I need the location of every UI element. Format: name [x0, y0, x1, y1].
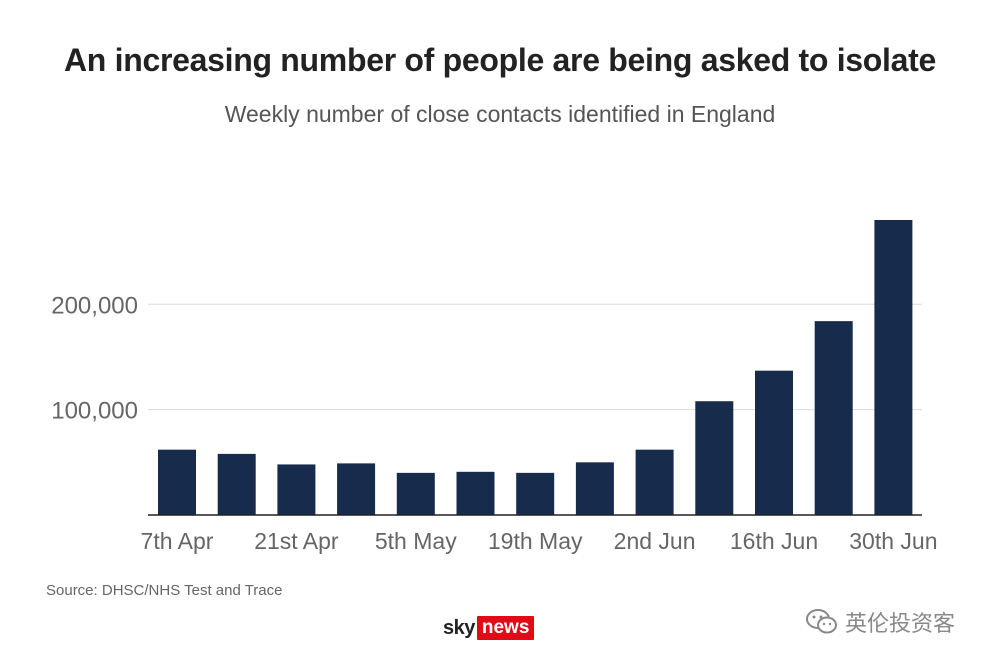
bar [874, 220, 913, 515]
x-tick-label: 5th May [375, 528, 457, 554]
bar [575, 462, 614, 515]
y-tick-label: 200,000 [51, 292, 138, 319]
bar [755, 370, 793, 515]
bar [695, 401, 734, 515]
x-tick-label: 7th Apr [141, 528, 214, 554]
x-tick-label: 2nd Jun [614, 528, 696, 554]
bar [456, 471, 495, 515]
bar [516, 472, 555, 515]
bar [277, 464, 316, 515]
x-tick-label: 19th May [488, 528, 583, 554]
bars [158, 220, 913, 515]
logo-sky-text: sky [443, 616, 475, 639]
bar [337, 463, 376, 515]
bar [158, 449, 196, 515]
sky-news-logo: sky news [443, 615, 535, 641]
watermark-text: 英伦投资客 [845, 611, 956, 636]
y-tick-label: 100,000 [51, 398, 138, 425]
bar [396, 472, 435, 515]
gridlines [148, 303, 922, 411]
source-note: Source: DHSC/NHS Test and Trace [46, 582, 283, 599]
bar [217, 453, 256, 515]
x-axis-ticks: 7th Apr 21st Apr 5th May 19th May 2nd Jun 16t… [141, 528, 938, 554]
y-axis-ticks: 100,000 200,000 [51, 292, 138, 424]
x-tick-label: 21st Apr [254, 528, 339, 554]
chart-subtitle: Weekly number of close contacts identifi… [224, 101, 776, 127]
chart-title: An increasing number of people are being… [64, 42, 936, 78]
wechat-icon [806, 609, 837, 634]
bar [635, 449, 674, 515]
watermark: 英伦投资客 [805, 606, 955, 638]
x-tick-label: 16th Jun [730, 528, 818, 554]
logo-news-text: news [476, 616, 535, 640]
bar [814, 321, 853, 515]
x-tick-label: 30th Jun [849, 528, 937, 554]
